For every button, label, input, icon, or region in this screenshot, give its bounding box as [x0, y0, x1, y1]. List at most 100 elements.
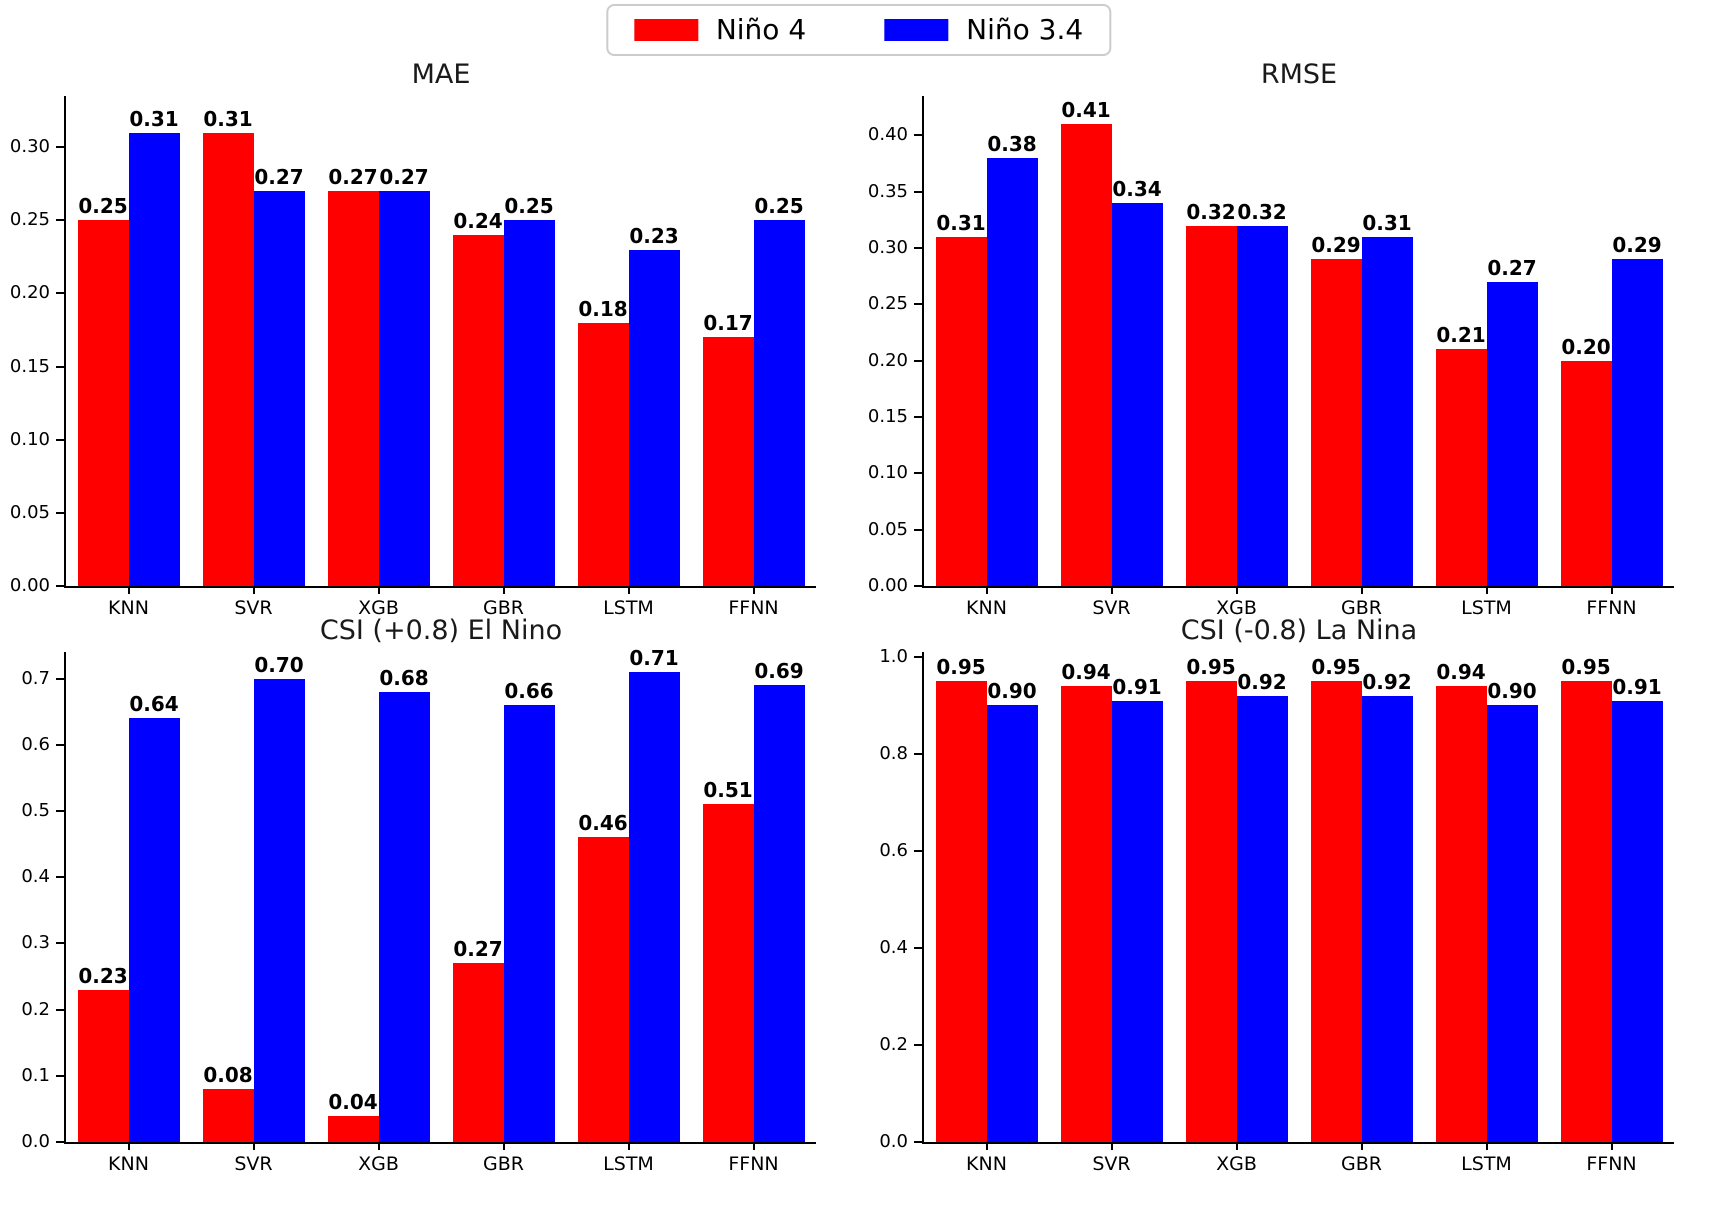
bar-svr-series-1 [1111, 203, 1163, 586]
y-tick-mark [56, 876, 64, 879]
y-tick-label: 0.6 [21, 733, 50, 755]
bar-value-label: 0.95 [1311, 655, 1361, 680]
bar-value-label: 0.92 [1362, 669, 1412, 694]
y-axis-csi-el-nino: 0.0 0.1 0.2 0.3 0.4 0.5 0.6 0.7 [0, 652, 64, 1151]
bar-gbr-series-0 [452, 234, 504, 586]
x-category-label: XGB [358, 1153, 399, 1175]
y-tick-label: 0.2 [879, 1033, 908, 1055]
x-tick-mark [627, 1142, 630, 1150]
y-tick-label: 1.0 [879, 645, 908, 667]
bar-knn-series-1 [986, 157, 1038, 586]
y-tick-label: 0.05 [867, 518, 908, 540]
bar-ffnn-series-1 [753, 685, 805, 1142]
x-tick-mark [985, 1142, 988, 1150]
y-tick-mark [56, 292, 64, 295]
y-tick-mark [56, 809, 64, 812]
x-tick-mark [752, 1142, 755, 1150]
bar-value-label: 0.21 [1436, 323, 1486, 348]
legend-item-nino4: Niño 4 [633, 13, 807, 46]
bar-value-label: 0.91 [1612, 674, 1662, 699]
y-tick-mark [56, 146, 64, 149]
y-tick-mark [914, 752, 922, 755]
y-tick-label: 0.10 [867, 462, 908, 484]
bar-lstm-series-0 [577, 322, 629, 586]
chart-title-csi-la-nina: CSI (-0.8) La Nina [1180, 615, 1418, 646]
chart-title-csi-el-nino: CSI (+0.8) El Nino [319, 615, 563, 646]
plot-area-csi-la-nina: KNN 0.95 0.90 SVR 0.94 0.91 XGB 0.95 0.92 GBR 0.95… [922, 652, 1674, 1174]
bar-gbr-series-1 [503, 704, 555, 1142]
charts-grid: MAE 0.00 0.05 0.10 0.15 0.20 0.25 0.30 KNN 0.25… [0, 56, 1716, 1174]
y-tick-mark [56, 1074, 64, 1077]
bar-value-label: 0.32 [1186, 199, 1236, 224]
x-category-label: XGB [358, 597, 399, 619]
bar-lstm-series-0 [577, 837, 629, 1142]
bar-lstm-series-1 [1486, 281, 1538, 586]
bar-value-label: 0.91 [1112, 674, 1162, 699]
bar-value-label: 0.23 [629, 223, 679, 248]
x-category-label: LSTM [1461, 597, 1512, 619]
bar-value-label: 0.08 [203, 1063, 253, 1088]
y-tick-mark [56, 942, 64, 945]
bar-ffnn-series-1 [1611, 259, 1663, 586]
bar-lstm-series-0 [1435, 349, 1487, 586]
y-tick-mark [56, 1141, 64, 1143]
y-tick-mark [56, 511, 64, 514]
y-tick-mark [914, 1043, 922, 1046]
bar-value-label: 0.29 [1612, 233, 1662, 258]
bar-value-label: 0.51 [703, 778, 753, 803]
plot-area-csi-el-nino: KNN 0.23 0.64 SVR 0.08 0.70 XGB 0.04 0.68 GBR 0.27… [64, 648, 816, 1174]
bar-gbr-series-1 [503, 220, 555, 586]
y-tick-mark [914, 655, 922, 658]
y-tick-mark [56, 677, 64, 680]
x-category-label: KNN [966, 1153, 1007, 1175]
bar-value-label: 0.90 [987, 679, 1037, 704]
x-tick-mark [1110, 1142, 1113, 1150]
x-category-label: LSTM [603, 1153, 654, 1175]
y-tick-label: 0.8 [879, 742, 908, 764]
bar-knn-series-0 [77, 220, 129, 586]
bar-ffnn-series-1 [753, 220, 805, 586]
y-tick-mark [914, 190, 922, 193]
bar-gbr-series-0 [1310, 681, 1362, 1142]
x-tick-mark [985, 586, 988, 594]
bar-svr-series-0 [202, 132, 254, 586]
x-category-label: XGB [1216, 597, 1257, 619]
y-tick-label: 0.20 [9, 282, 50, 304]
y-tick-mark [914, 416, 922, 419]
x-tick-mark [377, 1142, 380, 1150]
bar-xgb-series-0 [1185, 681, 1237, 1142]
bar-value-label: 0.29 [1311, 233, 1361, 258]
chart-title-rmse: RMSE [1260, 59, 1338, 90]
bar-value-label: 0.95 [936, 655, 986, 680]
y-tick-label: 0.00 [867, 575, 908, 596]
bar-xgb-series-0 [1185, 225, 1237, 586]
y-tick-label: 0.00 [9, 575, 50, 596]
x-category-label: SVR [1092, 1153, 1131, 1175]
bar-lstm-series-1 [628, 671, 680, 1142]
bar-value-label: 0.24 [453, 208, 503, 233]
x-category-label: SVR [234, 1153, 273, 1175]
y-tick-label: 0.25 [9, 209, 50, 231]
y-tick-label: 0.20 [867, 349, 908, 371]
x-category-label: LSTM [1461, 1153, 1512, 1175]
bar-value-label: 0.92 [1237, 669, 1287, 694]
legend-item-nino34: Niño 3.4 [884, 15, 1083, 45]
bar-value-label: 0.94 [1061, 659, 1111, 684]
chart-csi-el-nino: CSI (+0.8) El Nino 0.0 0.1 0.2 0.3 0.4 0.5 0.6… [0, 612, 858, 1174]
x-tick-mark [1235, 586, 1238, 594]
bar-value-label: 0.90 [1487, 679, 1537, 704]
x-category-label: FFNN [728, 597, 779, 619]
chart-mae: MAE 0.00 0.05 0.10 0.15 0.20 0.25 0.30 KNN 0.25… [0, 56, 858, 618]
y-tick-mark [914, 472, 922, 475]
x-tick-mark [252, 1142, 255, 1150]
bar-svr-series-0 [1060, 685, 1112, 1142]
bar-xgb-series-0 [327, 191, 379, 586]
bar-xgb-series-0 [327, 1115, 379, 1142]
bar-svr-series-1 [1111, 700, 1163, 1142]
bar-value-label: 0.17 [703, 311, 753, 336]
bar-ffnn-series-0 [1560, 360, 1612, 586]
bar-knn-series-0 [935, 681, 987, 1142]
legend-label-nino4: Niño 4 [715, 13, 807, 46]
chart-csi-la-nina: CSI (-0.8) La Nina 0.0 0.2 0.4 0.6 0.8 1.0 KN… [858, 612, 1716, 1174]
